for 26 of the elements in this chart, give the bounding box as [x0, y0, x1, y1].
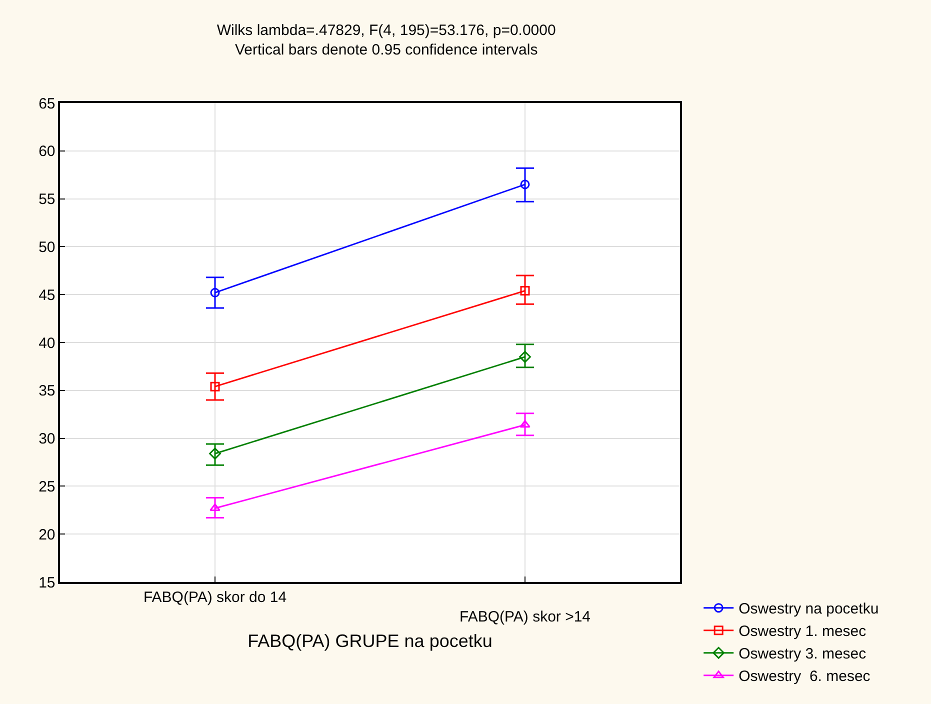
- y-tick-label: 20: [38, 526, 56, 544]
- y-tick-label: 45: [38, 286, 56, 304]
- y-tick-label: 55: [38, 191, 56, 208]
- legend-label: Oswestry 3. mesec: [738, 646, 867, 663]
- point: [520, 180, 530, 190]
- legend-label: Oswestry 1. mesec: [738, 623, 867, 640]
- y-tick-label: 15: [38, 574, 56, 592]
- y-tick-label: 30: [38, 430, 56, 448]
- point: [210, 382, 220, 392]
- y-tick-label: 65: [38, 95, 56, 112]
- point: [519, 350, 531, 363]
- legend-label: Oswestry na pocetku: [738, 600, 879, 618]
- point: [209, 448, 221, 460]
- y-tick-label: 35: [38, 382, 56, 400]
- y-tick-label: 40: [38, 334, 56, 352]
- y-tick-label: 50: [38, 238, 56, 256]
- chart-title: Wilks lambda=.47829, F(4, 195)=53.176, p=0.0000: [216, 22, 556, 40]
- x-tick-label: FABQ(PA) skor do 14: [143, 588, 287, 606]
- legend-label: Oswestry 6. mesec: [738, 668, 871, 686]
- x-axis-title: FABQ(PA) GRUPE na pocetku: [248, 630, 492, 651]
- x-tick-label: FABQ(PA) skor >14: [459, 608, 591, 626]
- y-tick-label: 25: [38, 478, 56, 496]
- point: [210, 288, 220, 298]
- chart-subtitle: Vertical bars denote 0.95 confidence intervals: [235, 42, 538, 59]
- y-tick-label: 60: [38, 143, 56, 160]
- point: [520, 286, 530, 296]
